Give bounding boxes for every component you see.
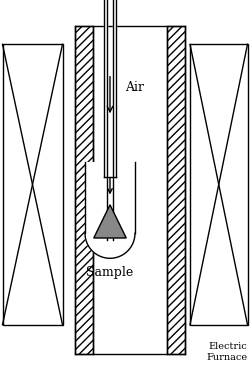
Text: Air: Air <box>125 81 144 94</box>
Polygon shape <box>85 233 135 258</box>
Text: Sample: Sample <box>86 266 134 279</box>
Bar <box>75 26 92 354</box>
Text: Electric
Furnace: Electric Furnace <box>206 342 248 362</box>
Polygon shape <box>94 205 126 238</box>
Bar <box>85 162 135 233</box>
Bar <box>190 44 248 325</box>
Bar <box>92 26 168 354</box>
Bar <box>168 26 185 354</box>
Bar <box>75 26 92 354</box>
Bar <box>168 26 185 354</box>
Bar <box>2 44 62 325</box>
